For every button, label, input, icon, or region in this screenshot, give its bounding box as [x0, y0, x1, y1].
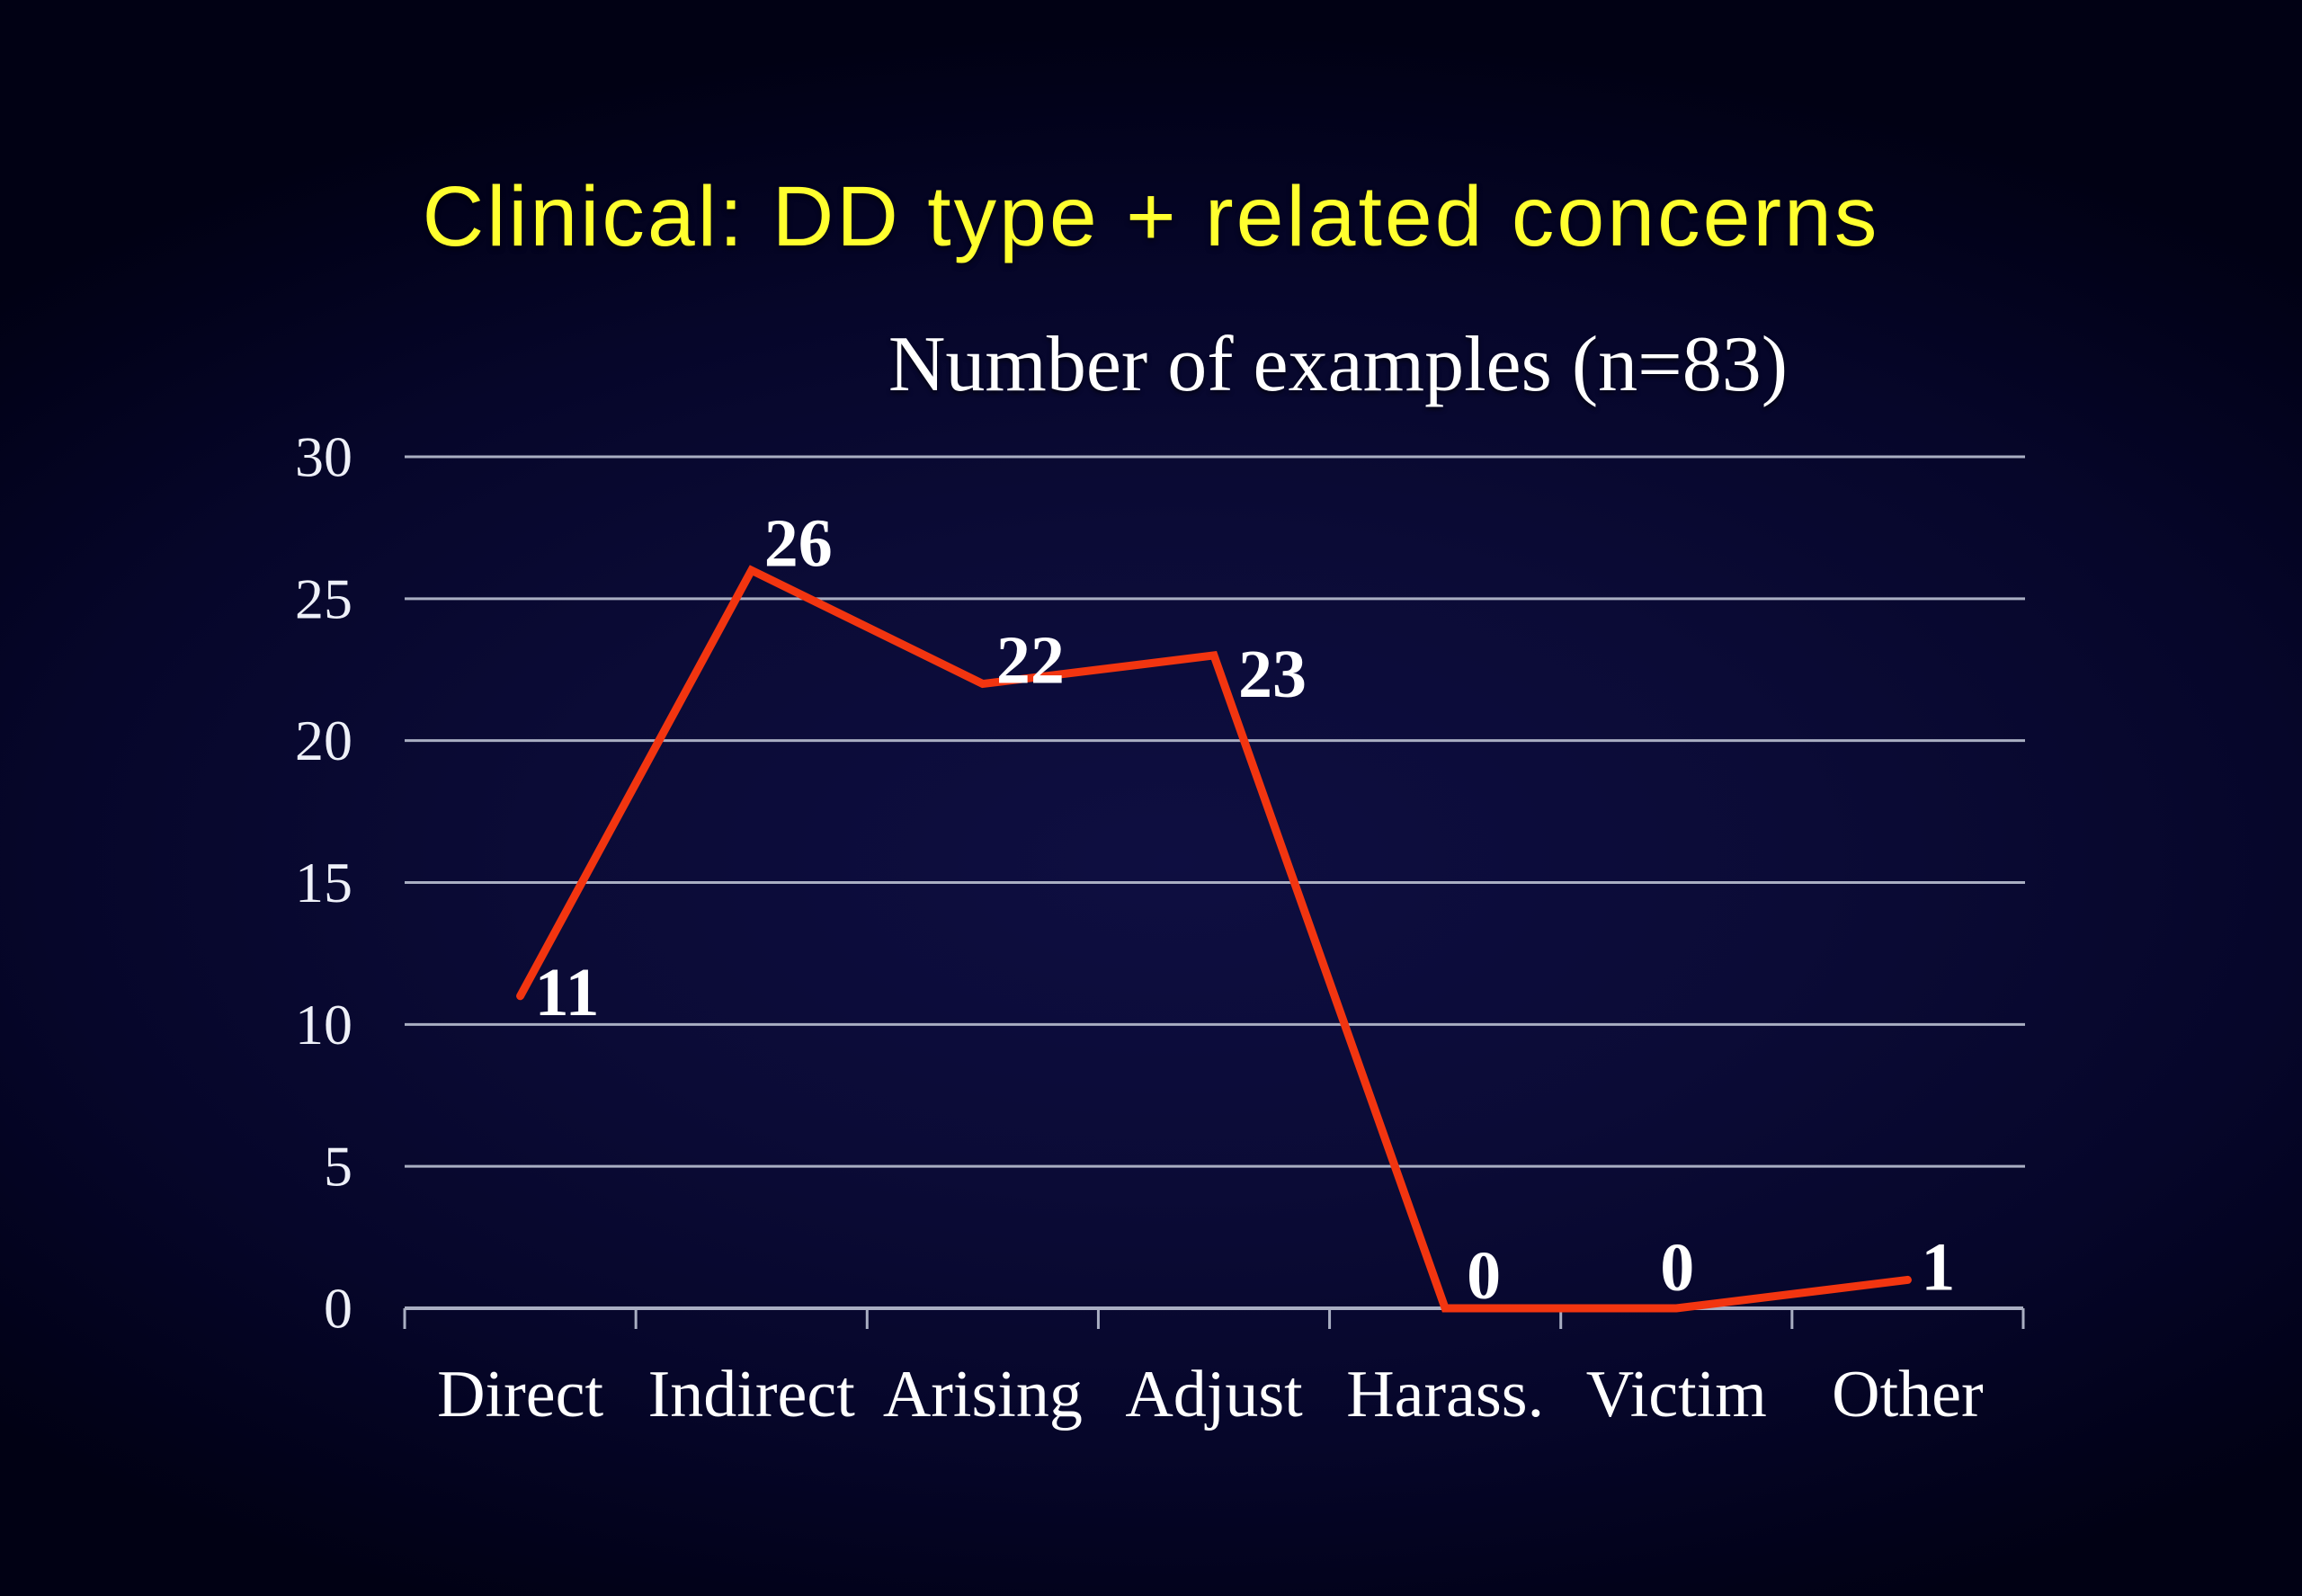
data-point-label: 0 [1660, 1230, 1694, 1306]
slide-title: Clinical: DD type + related concerns [422, 169, 1880, 264]
y-tick-label: 15 [295, 851, 352, 914]
y-tick-label: 20 [295, 709, 352, 772]
chart-title: Number of examples (n=83) [888, 321, 1789, 408]
x-category-label: Victim [1586, 1358, 1767, 1431]
data-line [516, 565, 1912, 1313]
data-point-label: 23 [1238, 637, 1307, 712]
gridlines-layer [405, 455, 2025, 1168]
x-category-label: Harass. [1346, 1358, 1544, 1431]
data-series-layer [516, 565, 1912, 1313]
data-point-label: 1 [1921, 1229, 1955, 1305]
y-tick-label: 25 [295, 566, 352, 630]
data-point-label: 0 [1467, 1238, 1501, 1314]
x-category-label: Adjust [1125, 1358, 1303, 1431]
data-point-label: 11 [535, 955, 600, 1030]
x-axis-layer [403, 1306, 2025, 1329]
data-point-label: 22 [996, 623, 1065, 699]
y-tick-label: 10 [295, 993, 352, 1057]
x-category-label: Direct [437, 1358, 603, 1431]
x-category-label: Arising [883, 1358, 1083, 1431]
x-category-label: Indirect [648, 1358, 856, 1431]
x-category-label: Other [1832, 1358, 1984, 1431]
y-tick-label: 0 [324, 1277, 352, 1341]
y-tick-label: 30 [295, 425, 352, 489]
y-tick-label: 5 [324, 1135, 352, 1199]
data-point-label: 26 [764, 505, 833, 581]
